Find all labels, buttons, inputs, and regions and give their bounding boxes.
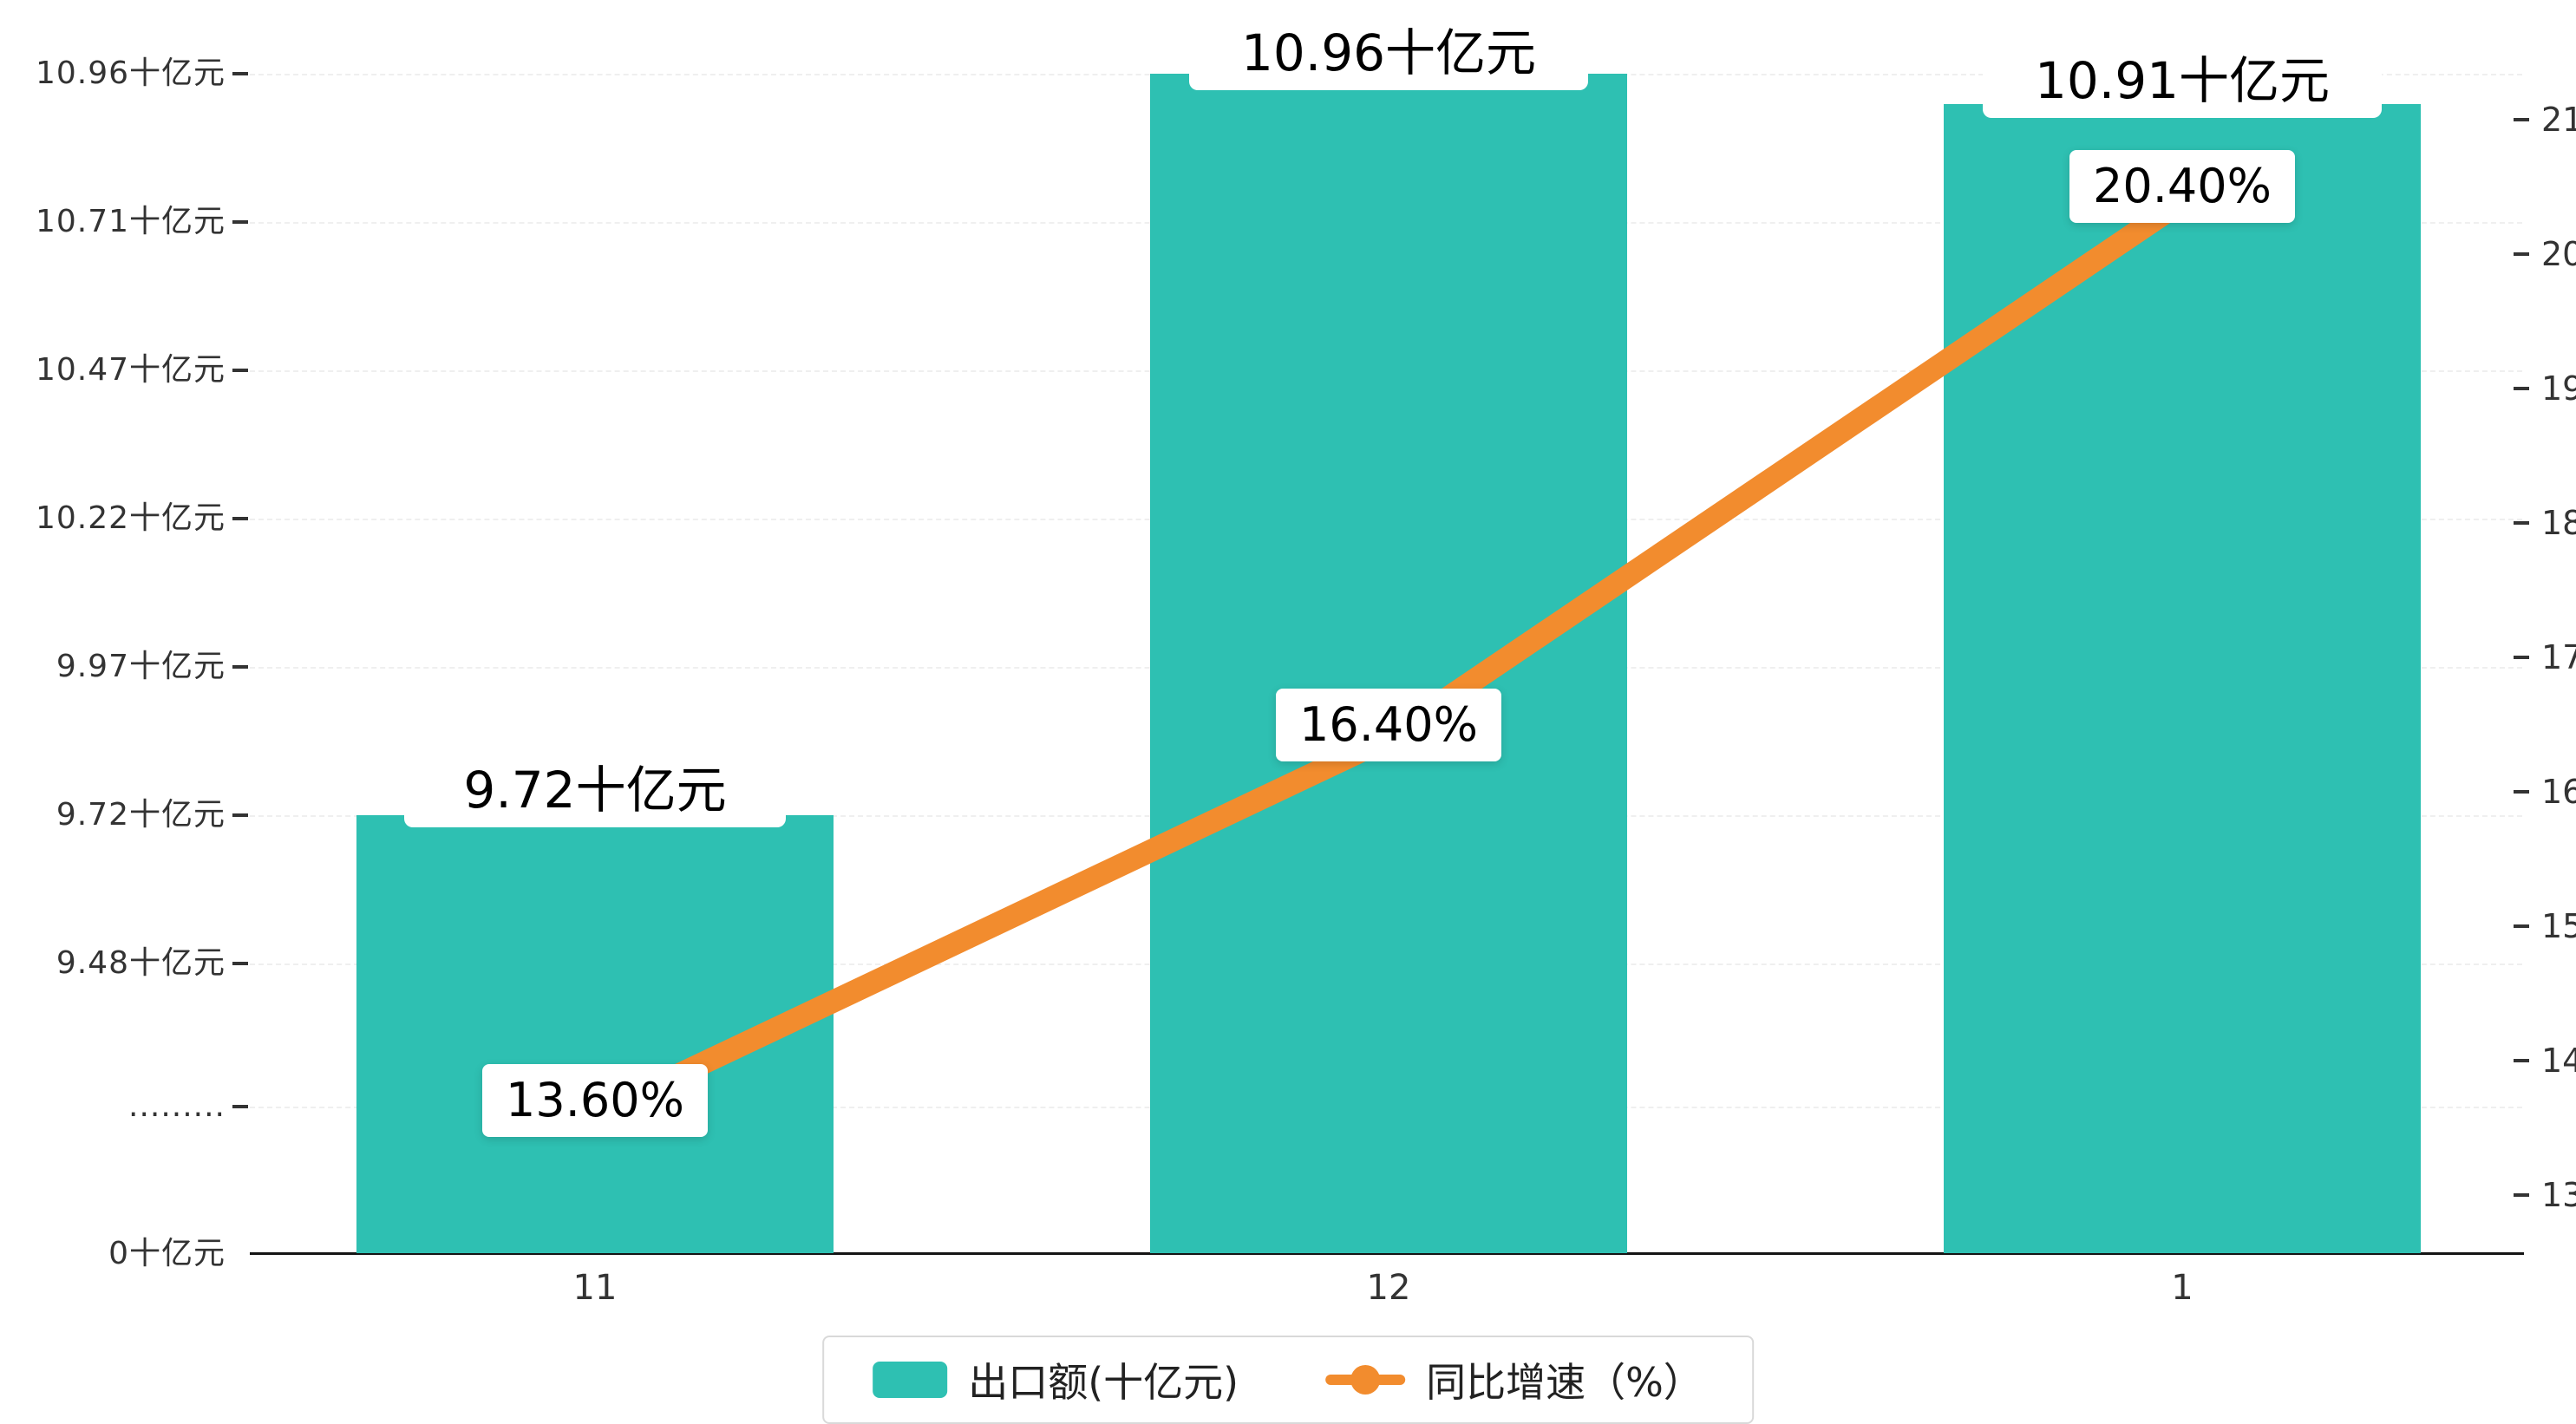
left-axis-tick-mark — [232, 369, 248, 372]
left-axis-tick-label: 9.97十亿元 — [56, 649, 226, 684]
legend-item-line-series[interactable]: 同比增速（%） — [1325, 1351, 1703, 1408]
right-axis-tick-label: 16 — [2541, 773, 2576, 811]
right-axis-tick-mark — [2514, 790, 2529, 794]
left-axis-tick-mark — [232, 813, 248, 817]
x-axis-tick-label: 1 — [2171, 1268, 2194, 1308]
left-axis-tick-mark — [232, 962, 248, 965]
left-axis-tick-label: 9.48十亿元 — [56, 945, 226, 981]
left-axis-tick-label: 10.96十亿元 — [35, 56, 226, 91]
right-axis-tick-label: 15 — [2541, 907, 2576, 945]
x-axis-line — [250, 1252, 2524, 1255]
left-axis-tick-mark — [232, 517, 248, 520]
bar-month-12 — [1150, 74, 1627, 1253]
bar-value-label: 10.96十亿元 — [1189, 16, 1588, 90]
legend-line-label: 同比增速（%） — [1426, 1359, 1703, 1406]
right-axis-tick-label: 17 — [2541, 638, 2576, 676]
right-axis-tick-label: 14 — [2541, 1042, 2576, 1080]
growth-value-label: 16.40% — [1276, 689, 1501, 761]
legend-bar-label: 出口额(十亿元) — [968, 1359, 1239, 1406]
bar-value-label: 9.72十亿元 — [404, 753, 786, 827]
bar-value-label: 10.91十亿元 — [1983, 43, 2382, 118]
left-axis-tick-label: 0十亿元 — [108, 1236, 226, 1271]
right-axis-tick-label: 20 — [2541, 235, 2576, 273]
left-axis-tick-label: 9.72十亿元 — [56, 797, 226, 833]
legend-item-bar-series[interactable]: 出口额(十亿元) — [873, 1351, 1239, 1408]
x-axis-tick-label: 12 — [1366, 1268, 1411, 1308]
left-axis-tick-mark — [232, 72, 248, 75]
left-axis-tick-label: 10.71十亿元 — [35, 204, 226, 239]
left-axis-tick-mark — [232, 220, 248, 224]
growth-line — [584, 190, 2194, 1126]
left-axis-tick-mark — [232, 1105, 248, 1108]
left-axis-tick-mark — [232, 665, 248, 669]
right-axis-tick-label: 21 — [2541, 101, 2576, 139]
bar-series-swatch-icon — [873, 1362, 948, 1398]
legend: 出口额(十亿元) 同比增速（%） — [822, 1336, 1754, 1424]
right-axis-tick-label: 13 — [2541, 1176, 2576, 1214]
right-axis-tick-label: 18 — [2541, 504, 2576, 542]
right-axis-tick-mark — [2514, 118, 2529, 121]
right-axis-tick-mark — [2514, 924, 2529, 928]
right-axis-tick-label: 19 — [2541, 369, 2576, 408]
right-axis-tick-mark — [2514, 252, 2529, 256]
line-series-marker-icon — [1325, 1362, 1406, 1398]
growth-value-label: 20.40% — [2069, 150, 2295, 223]
left-axis-tick-label: 10.22十亿元 — [35, 500, 226, 536]
right-axis-tick-mark — [2514, 387, 2529, 390]
x-axis-tick-label: 11 — [572, 1268, 618, 1308]
right-axis-tick-mark — [2514, 1193, 2529, 1197]
left-axis-break-label: ......... — [128, 1088, 226, 1124]
left-axis-tick-label: 10.47十亿元 — [35, 352, 226, 388]
right-axis-tick-mark — [2514, 521, 2529, 525]
right-axis-tick-mark — [2514, 656, 2529, 659]
growth-value-label: 13.60% — [482, 1064, 708, 1137]
right-axis-tick-mark — [2514, 1059, 2529, 1062]
